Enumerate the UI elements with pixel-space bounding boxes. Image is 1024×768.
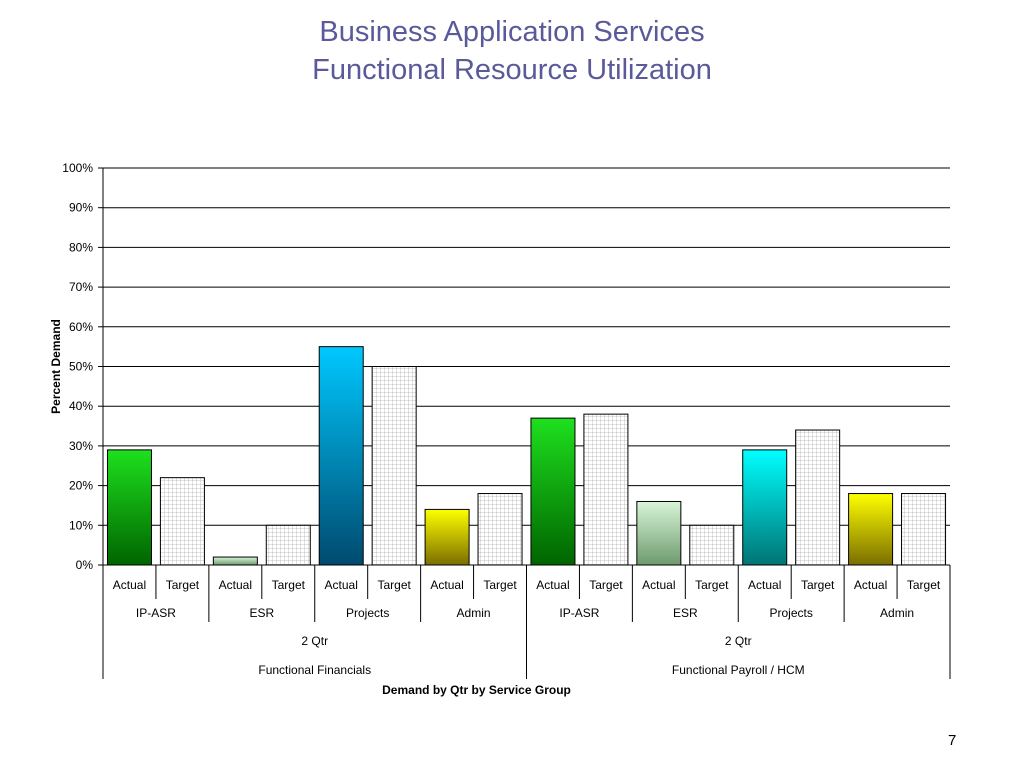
- y-tick-label: 100%: [62, 161, 93, 175]
- bar: [477, 493, 523, 566]
- x-service-group-label: IP-ASR: [136, 606, 176, 620]
- bar: [742, 449, 788, 566]
- bar: [318, 346, 364, 566]
- x-category-label: Target: [483, 578, 517, 592]
- y-tick-label: 60%: [69, 320, 93, 334]
- x-service-group-label: Projects: [770, 606, 813, 620]
- x-service-group-label: Admin: [880, 606, 914, 620]
- x-category-label: Actual: [113, 578, 146, 592]
- bar: [212, 556, 258, 566]
- bar: [795, 429, 841, 566]
- x-category-label: Actual: [536, 578, 569, 592]
- bar: [424, 508, 470, 566]
- x-category-label: Target: [166, 578, 200, 592]
- y-tick-label: 0%: [76, 558, 94, 572]
- x-category-label: Actual: [325, 578, 358, 592]
- x-service-group-label: Admin: [457, 606, 491, 620]
- x-function-label: Functional Payroll / HCM: [672, 663, 805, 677]
- y-tick-label: 70%: [69, 280, 93, 294]
- x-service-group-label: IP-ASR: [559, 606, 599, 620]
- y-axis-label: Percent Demand: [49, 319, 63, 414]
- x-category-label: Target: [801, 578, 835, 592]
- x-service-group-label: ESR: [249, 606, 274, 620]
- x-service-group-label: ESR: [673, 606, 698, 620]
- x-category-label: Target: [695, 578, 729, 592]
- x-service-group-label: Projects: [346, 606, 389, 620]
- y-tick-label: 50%: [69, 360, 93, 374]
- bar: [530, 417, 576, 566]
- x-category-label: Target: [589, 578, 623, 592]
- slide-title-line1: Business Application Services: [319, 16, 705, 48]
- bar: [265, 524, 311, 566]
- x-category-label: Actual: [219, 578, 252, 592]
- bar: [848, 493, 894, 566]
- x-function-label: Functional Financials: [258, 663, 371, 677]
- x-category-label: Actual: [642, 578, 675, 592]
- bar: [636, 500, 682, 566]
- bar: [371, 366, 417, 566]
- x-category-label: Actual: [854, 578, 887, 592]
- x-quarter-label: 2 Qtr: [301, 634, 328, 648]
- y-tick-label: 90%: [69, 201, 93, 215]
- bar: [106, 449, 152, 566]
- x-category-label: Target: [272, 578, 306, 592]
- x-category-label: Target: [907, 578, 941, 592]
- y-tick-label: 10%: [69, 518, 93, 532]
- bar: [583, 413, 629, 566]
- x-quarter-label: 2 Qtr: [725, 634, 752, 648]
- bar: [689, 524, 735, 566]
- y-tick-label: 40%: [69, 399, 93, 413]
- slide-title-line2: Functional Resource Utilization: [312, 54, 712, 86]
- page-number: 7: [948, 732, 957, 749]
- y-tick-label: 80%: [69, 240, 93, 254]
- y-tick-label: 30%: [69, 439, 93, 453]
- y-tick-label: 20%: [69, 479, 93, 493]
- bar: [159, 477, 205, 566]
- bar: [901, 493, 947, 566]
- x-category-label: Actual: [748, 578, 781, 592]
- x-axis-label: Demand by Qtr by Service Group: [382, 683, 571, 697]
- x-category-label: Actual: [430, 578, 463, 592]
- x-category-label: Target: [377, 578, 411, 592]
